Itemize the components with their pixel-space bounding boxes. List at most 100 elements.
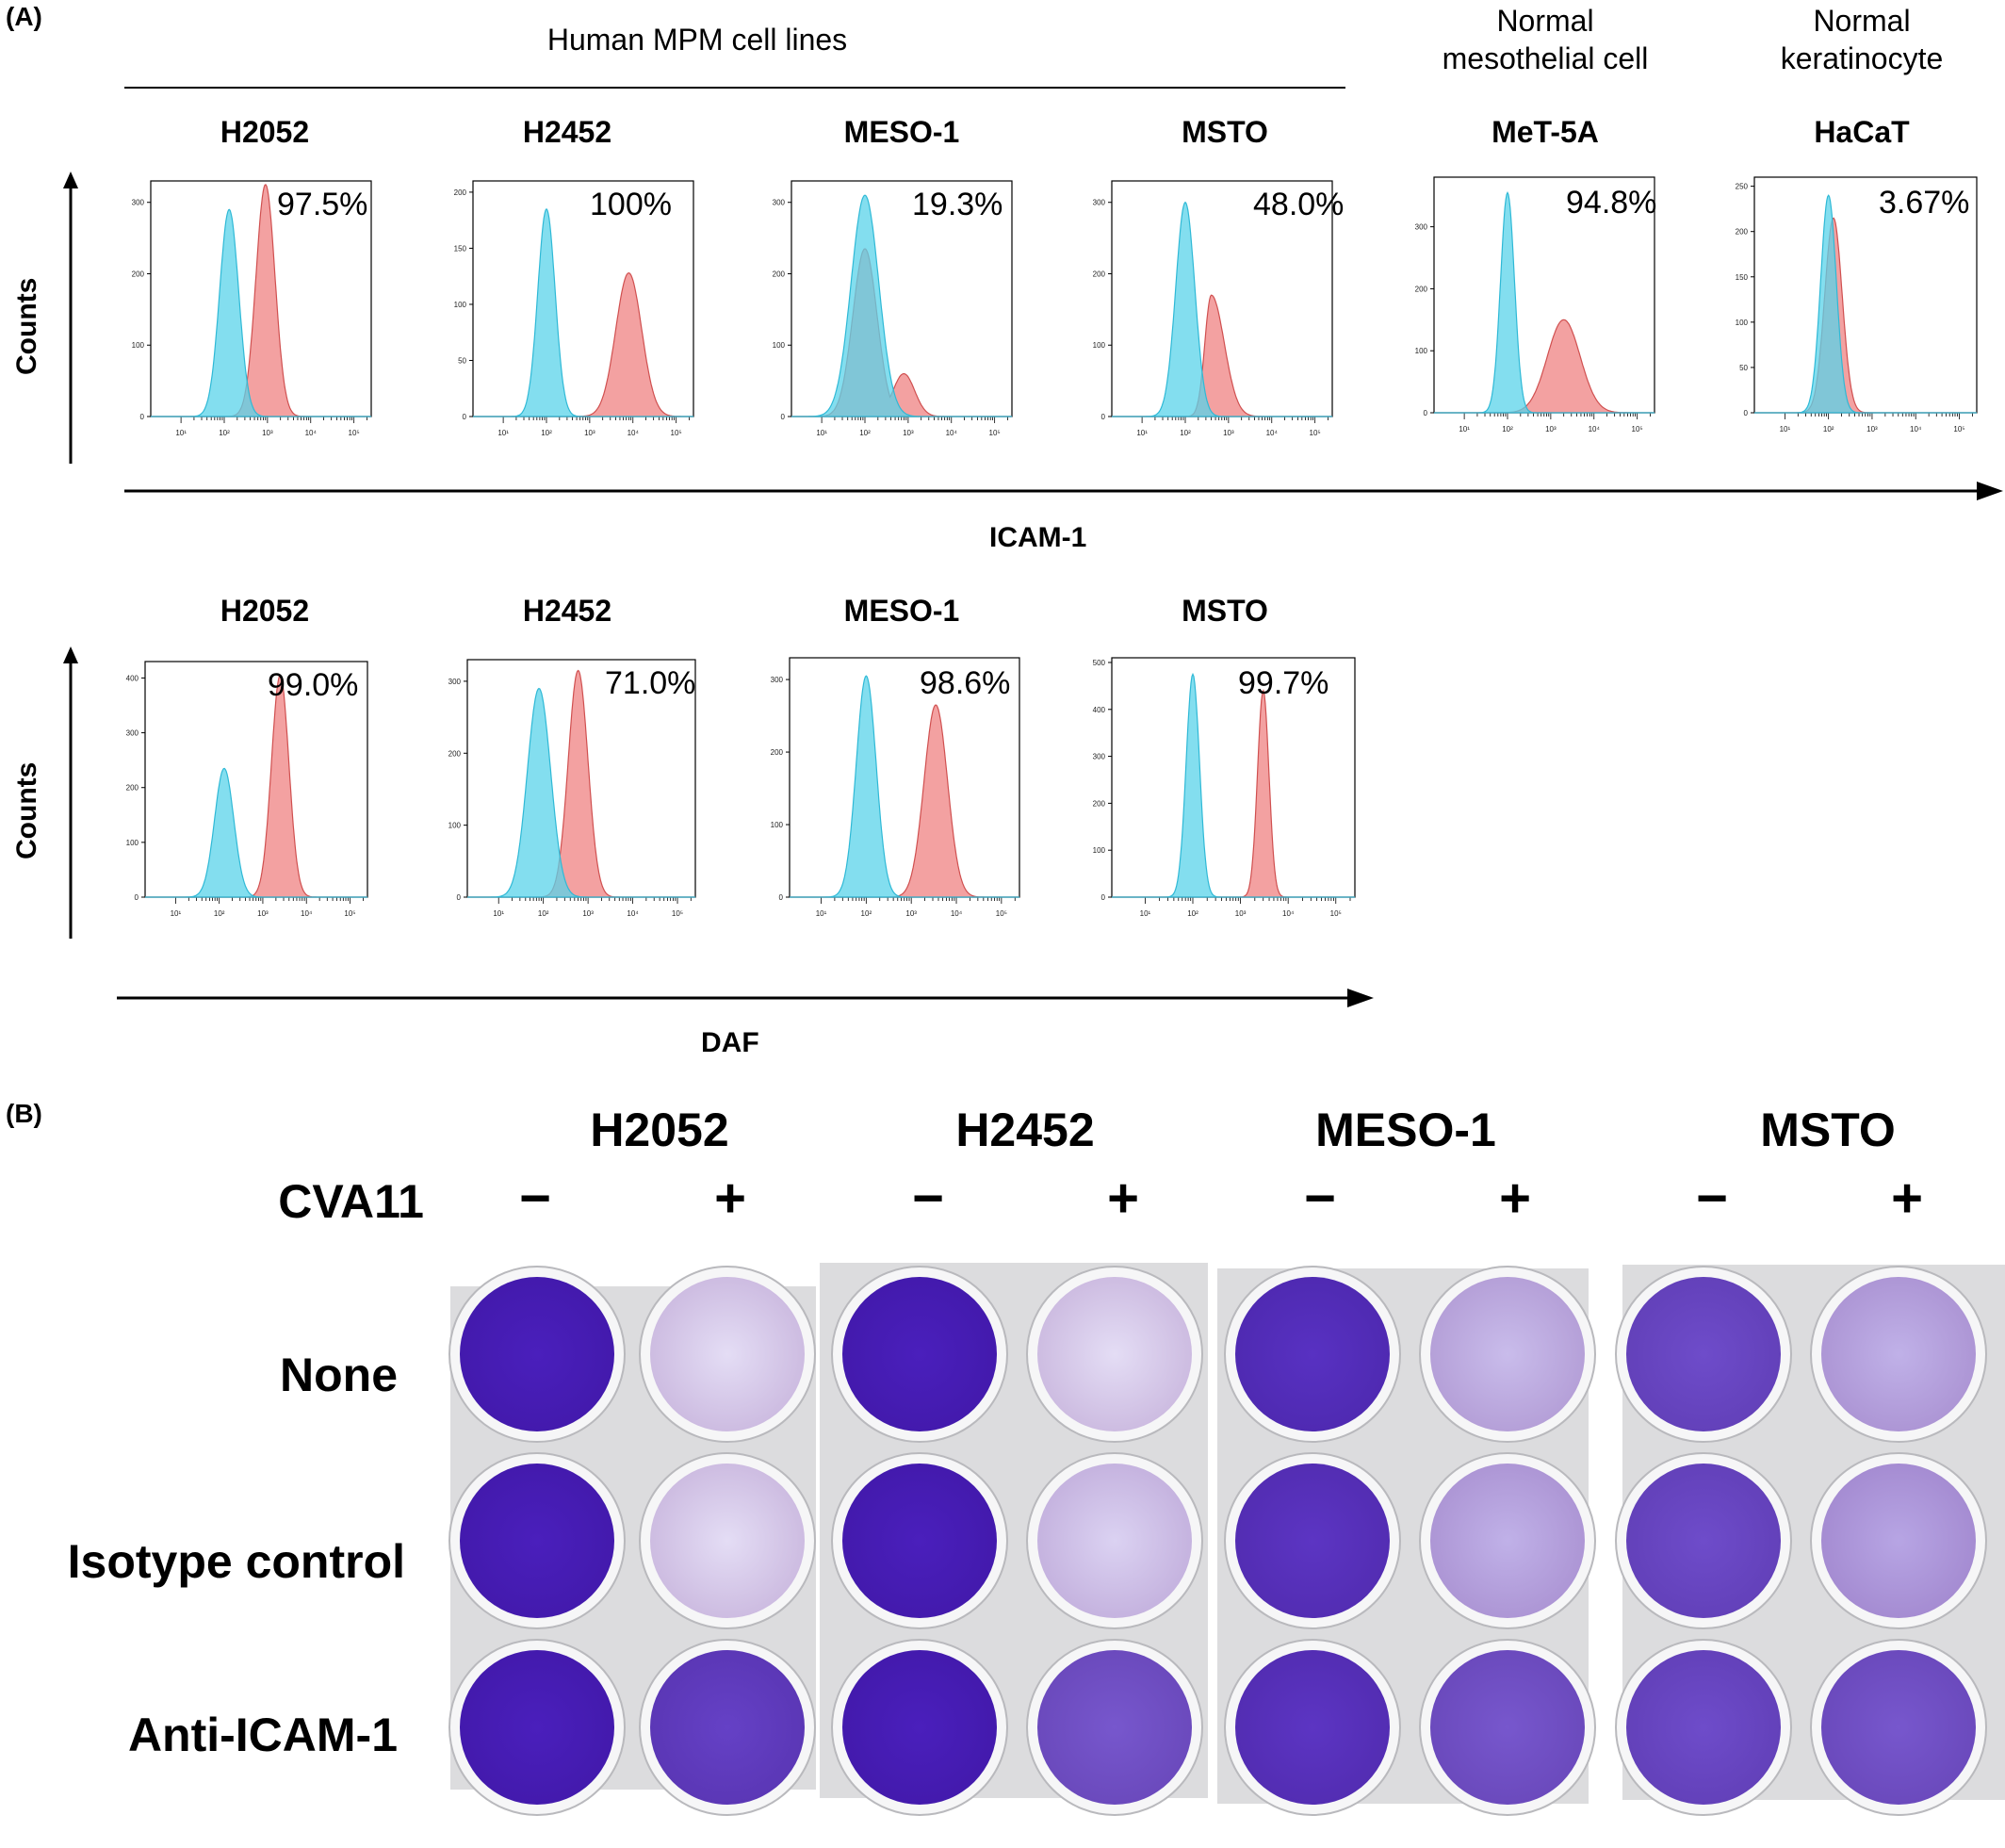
plot-frame xyxy=(1111,657,1356,898)
daf-x-arrow xyxy=(117,989,1374,1007)
daf-histogram-3: 0 100 200 300 400 500 10¹ 10² 10³ 10⁴ 10⁵ 99.7% xyxy=(1084,656,1357,925)
x-tick-label: 10² xyxy=(859,429,871,437)
y-tick-label: 0 xyxy=(781,413,786,421)
x-tick-label: 10¹ xyxy=(497,429,509,437)
x-tick-label: 10⁵ xyxy=(989,429,1001,437)
x-tick-label: 10² xyxy=(1180,429,1191,437)
x-tick-label: 10⁵ xyxy=(349,429,360,437)
daf-percent-3: 99.7% xyxy=(1238,665,1329,701)
x-tick-label: 10¹ xyxy=(493,909,504,918)
daf-histogram-2: 0 100 200 300 10¹ 10² 10³ 10⁴ 10⁵ 98.6% xyxy=(761,656,1021,925)
isotype-curve xyxy=(1112,201,1332,417)
x-tick-label: 10² xyxy=(1502,425,1513,433)
x-tick-label: 10¹ xyxy=(1136,429,1148,437)
x-tick-label: 10⁵ xyxy=(1953,425,1964,433)
well xyxy=(1430,1464,1585,1618)
well xyxy=(1821,1464,1976,1618)
x-tick-label: 10⁴ xyxy=(946,429,958,437)
icam-axis-label: ICAM-1 xyxy=(989,522,1087,553)
icam-percent-2: 19.3% xyxy=(912,187,1003,222)
daf-title-2: MESO-1 xyxy=(843,594,960,628)
plot-frame xyxy=(472,180,694,417)
y-tick-label: 100 xyxy=(132,341,145,350)
y-tick-label: 100 xyxy=(1093,341,1106,350)
icam-title-4: MeT-5A xyxy=(1492,115,1599,149)
x-tick-label: 10¹ xyxy=(816,909,827,918)
row-label-isotype: Isotype control xyxy=(67,1535,405,1588)
y-tick-label: 100 xyxy=(773,341,786,350)
y-tick-label: 200 xyxy=(1736,228,1749,237)
y-tick-label: 0 xyxy=(135,893,139,902)
x-tick-label: 10² xyxy=(1187,909,1198,918)
cva11-label: CVA11 xyxy=(278,1175,424,1228)
y-tick-label: 250 xyxy=(1736,183,1749,191)
b-cell-h2452: H2452 xyxy=(955,1104,1095,1156)
x-tick-label: 10³ xyxy=(903,429,914,437)
y-tick-label: 0 xyxy=(779,893,784,902)
y-tick-label: 200 xyxy=(454,188,467,197)
well xyxy=(1626,1277,1781,1431)
x-tick-label: 10² xyxy=(1823,425,1834,433)
x-tick-label: 10² xyxy=(861,909,872,918)
icam-percent-5: 3.67% xyxy=(1879,185,1970,221)
icam-y-arrow xyxy=(63,172,78,464)
icam-histogram-1: 0 50 100 150 200 10¹ 10² 10³ 10⁴ 10⁵ 100% xyxy=(445,179,695,445)
plus-sign-2: + xyxy=(1499,1168,1531,1229)
group-divider-line xyxy=(124,87,1345,89)
y-tick-label: 0 xyxy=(1744,409,1749,417)
y-tick-label: 100 xyxy=(1736,319,1749,327)
x-tick-label: 10³ xyxy=(905,909,917,918)
well xyxy=(650,1464,805,1618)
well xyxy=(1235,1277,1390,1431)
well xyxy=(460,1650,614,1805)
well xyxy=(1626,1464,1781,1618)
y-tick-label: 0 xyxy=(140,413,145,421)
icam-x-arrow xyxy=(124,482,2003,500)
group-label-mpm: Human MPM cell lines xyxy=(546,23,848,57)
y-tick-label: 400 xyxy=(126,674,139,682)
x-tick-label: 10³ xyxy=(257,909,269,918)
well xyxy=(1037,1464,1192,1618)
x-tick-label: 10⁴ xyxy=(627,909,639,918)
row-label-anti-icam1: Anti-ICAM-1 xyxy=(127,1709,398,1761)
icam-title-1: H2452 xyxy=(522,115,612,149)
daf-histogram-0: 0 100 200 300 400 10¹ 10² 10³ 10⁴ 10⁵ 99.0% xyxy=(117,660,369,925)
minus-sign-1: − xyxy=(912,1168,944,1229)
well xyxy=(460,1464,614,1618)
well xyxy=(460,1277,614,1431)
daf-title-3: MSTO xyxy=(1182,594,1268,628)
y-tick-label: 50 xyxy=(1739,364,1748,372)
icam-histogram-4: 0 100 200 300 10¹ 10² 10³ 10⁴ 10⁵ 94.8% xyxy=(1406,175,1656,441)
x-tick-label: 10² xyxy=(219,429,230,437)
daf-percent-0: 99.0% xyxy=(268,667,359,703)
well xyxy=(1037,1277,1192,1431)
x-tick-label: 10¹ xyxy=(175,429,187,437)
x-tick-label: 10³ xyxy=(582,909,594,918)
daf-title-0: H2052 xyxy=(220,594,310,628)
y-tick-label: 200 xyxy=(773,270,786,278)
y-tick-label: 100 xyxy=(448,822,462,830)
b-cell-msto: MSTO xyxy=(1760,1104,1896,1156)
x-tick-label: 10⁴ xyxy=(305,429,318,437)
group-label-mesothelial: Normal mesothelial cell xyxy=(1442,4,1649,75)
well xyxy=(1821,1277,1976,1431)
isotype-curve xyxy=(791,194,1012,417)
row-label-none: None xyxy=(280,1349,398,1401)
icam-percent-3: 48.0% xyxy=(1253,187,1345,222)
y-tick-label: 100 xyxy=(126,839,139,847)
x-tick-label: 10⁴ xyxy=(1589,425,1601,433)
isotype-curve xyxy=(145,767,367,898)
plot-frame xyxy=(1753,176,1978,414)
x-tick-label: 10¹ xyxy=(816,429,827,437)
y-tick-label: 0 xyxy=(1101,893,1106,902)
isotype-curve xyxy=(473,207,693,417)
x-tick-label: 10⁴ xyxy=(1282,909,1295,918)
y-tick-label: 100 xyxy=(1415,347,1428,355)
b-cell-h2052: H2052 xyxy=(590,1104,729,1156)
x-tick-label: 10¹ xyxy=(1140,909,1151,918)
y-tick-label: 50 xyxy=(458,356,466,365)
y-tick-label: 0 xyxy=(463,413,467,421)
minus-sign-0: − xyxy=(519,1168,551,1229)
x-tick-label: 10³ xyxy=(1545,425,1557,433)
y-tick-label: 200 xyxy=(1093,270,1106,278)
